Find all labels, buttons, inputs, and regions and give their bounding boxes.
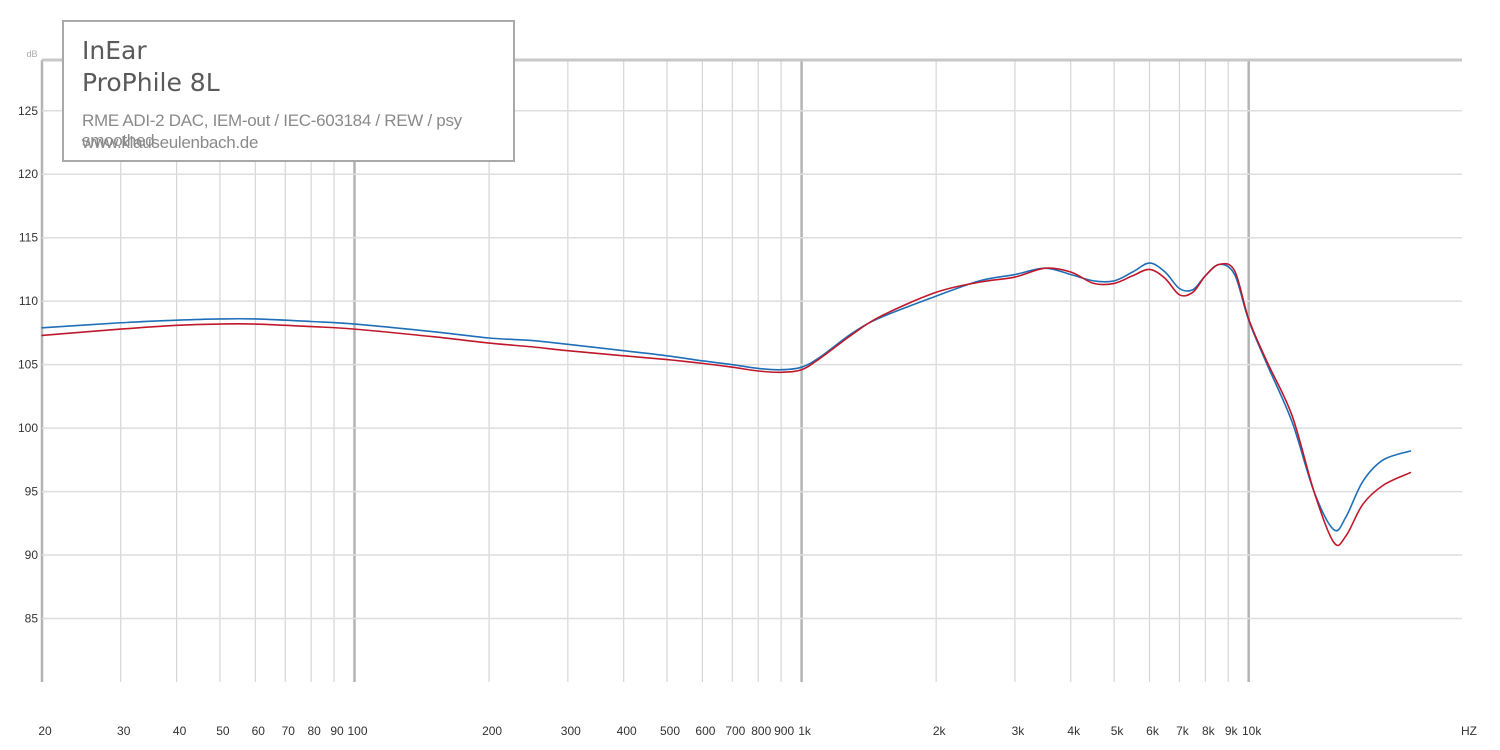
x-tick-700: 700 [725,724,745,738]
legend-setup: RME ADI-2 DAC, IEM-out / IEC-603184 / RE… [82,111,462,150]
x-axis-label: HZ [1461,724,1477,738]
x-tick-90: 90 [330,724,344,738]
x-tick-300: 300 [561,724,581,738]
x-tick-30: 30 [117,724,131,738]
x-tick-80: 80 [307,724,321,738]
x-tick-500: 500 [660,724,680,738]
x-tick-200: 200 [482,724,502,738]
x-tick-2k: 2k [933,724,947,738]
x-tick-6k: 6k [1146,724,1160,738]
y-tick-95: 95 [25,485,39,499]
y-tick-110: 110 [19,294,38,308]
series-line-1 [41,262,1412,532]
x-tick-8k: 8k [1202,724,1216,738]
x-tick-1k: 1k [798,724,812,738]
y-tick-labels: 85 90 95 100 105 110 115 120 125 [18,104,38,626]
x-tick-4k: 4k [1067,724,1081,738]
x-tick-10k: 10k [1242,724,1262,738]
x-tick-20: 20 [38,724,52,738]
x-tick-3k: 3k [1012,724,1026,738]
legend-box: InEar ProPhile 8L RME ADI-2 DAC, IEM-out… [62,20,515,162]
x-tick-60: 60 [252,724,266,738]
x-tick-50: 50 [216,724,230,738]
series-line-2 [41,262,1412,547]
y-tick-90: 90 [25,548,39,562]
x-tick-600: 600 [695,724,715,738]
x-tick-800: 800 [751,724,771,738]
x-tick-5k: 5k [1111,724,1125,738]
y-axis-label: dB [26,49,37,59]
vertical-gridlines [40,58,1462,682]
y-tick-125: 125 [18,104,38,118]
horizontal-gridlines [42,110,1462,620]
x-tick-9k: 9k [1225,724,1239,738]
legend-model: ProPhile 8L [82,68,220,97]
x-tick-400: 400 [617,724,637,738]
x-tick-900: 900 [774,724,794,738]
x-tick-7k: 7k [1176,724,1190,738]
x-tick-100: 100 [347,724,367,738]
y-tick-105: 105 [18,358,38,372]
y-tick-115: 115 [19,231,38,245]
y-tick-100: 100 [18,421,38,435]
legend-brand: InEar [82,36,147,65]
y-tick-120: 120 [18,167,38,181]
x-tick-70: 70 [282,724,296,738]
legend-site: www.klauseulenbach.de [82,133,259,152]
series-layer [41,262,1412,547]
y-tick-85: 85 [25,612,39,626]
x-tick-labels: 20 30 40 50 60 70 80 90 100 200 300 400 500 600 700 800… [38,724,1262,738]
x-tick-40: 40 [173,724,187,738]
